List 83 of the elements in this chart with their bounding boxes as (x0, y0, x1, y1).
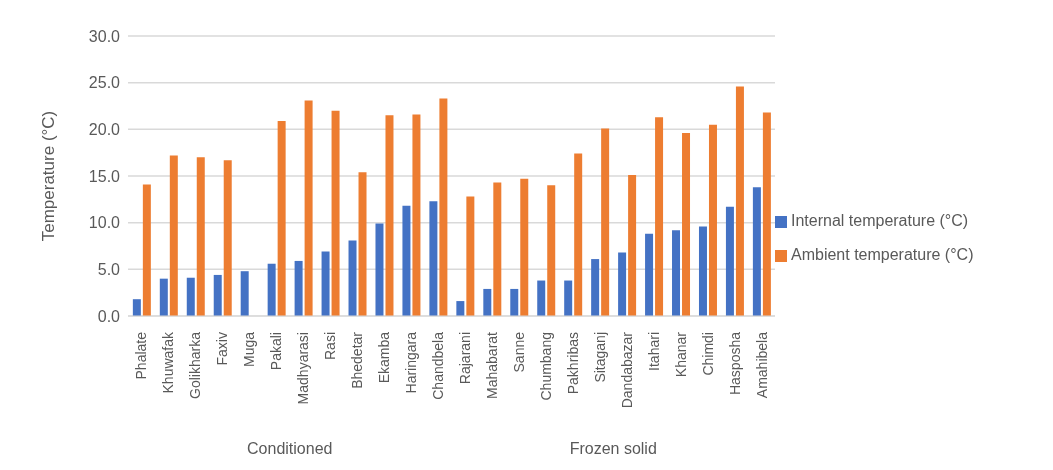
bar (240, 271, 249, 316)
bar (186, 277, 195, 316)
y-tick-label: 15.0 (88, 167, 121, 185)
bar (456, 301, 465, 316)
bar (466, 196, 475, 316)
bar (591, 259, 600, 316)
x-tick-label: Pakali (268, 332, 285, 371)
bar (294, 260, 303, 316)
x-tick-label: Pakhribas (564, 332, 581, 395)
bar (574, 153, 583, 316)
bar (752, 187, 761, 316)
x-tick-label: Phalate (133, 331, 150, 380)
legend-label: Ambient temperature (°C) (791, 246, 974, 263)
x-tick-label: Chumbang (537, 332, 554, 401)
x-tick-label: Ekamba (376, 331, 393, 384)
x-tick-label: Rajarani (456, 332, 473, 385)
bar (348, 240, 357, 316)
bar (601, 128, 610, 316)
y-axis-title: Temperature (°C) (39, 110, 59, 242)
x-tick-label: Faxiv (214, 332, 231, 366)
bar (628, 175, 637, 316)
bar (645, 233, 654, 316)
bar (510, 288, 519, 316)
bar (169, 155, 178, 316)
text: Conditioned (246, 440, 334, 458)
bar (618, 252, 627, 316)
text: Frozen solid (568, 440, 658, 458)
bar (682, 133, 691, 316)
x-tick-label: Khanar (672, 331, 689, 378)
bar (698, 226, 707, 316)
y-tick-label: 5.0 (97, 261, 121, 279)
bar (483, 288, 492, 316)
bar (564, 280, 573, 316)
bar (321, 251, 330, 316)
bar (439, 98, 448, 316)
bar (132, 299, 141, 316)
bar (159, 278, 168, 316)
bar (708, 124, 717, 316)
y-tick-label: 20.0 (88, 121, 121, 139)
bar (223, 160, 232, 316)
bar (520, 178, 529, 316)
bar (735, 86, 744, 316)
bar (267, 263, 276, 316)
bar (725, 206, 734, 316)
y-tick-label: 10.0 (88, 214, 121, 232)
bar (375, 223, 384, 316)
x-tick-label: Sanne (510, 331, 527, 373)
x-tick-label: Hasposha (726, 331, 743, 396)
x-tick-label: Rasi (322, 332, 339, 361)
bar (331, 110, 340, 316)
bar (402, 205, 411, 316)
y-tick-label: 0.0 (97, 307, 121, 325)
x-tick-label: Khuwafak (160, 331, 177, 394)
x-tick-label: Madhyarasi (295, 332, 312, 405)
bar (655, 117, 664, 316)
bar (385, 115, 394, 316)
bar (358, 172, 367, 316)
x-tick-label: Amahibela (753, 331, 770, 399)
x-tick-label: Bhedetar (349, 331, 366, 389)
bar (196, 157, 205, 316)
bar (429, 201, 438, 316)
bar (537, 280, 546, 316)
x-tick-label: Haringara (403, 331, 420, 394)
bar (412, 114, 421, 316)
bar (277, 120, 286, 316)
bar (213, 274, 222, 316)
bar (672, 230, 681, 316)
x-tick-label: Itahari (645, 332, 662, 371)
y-tick-label: 25.0 (88, 74, 121, 92)
x-tick-label: Dandabazar (618, 331, 635, 409)
bar (762, 112, 771, 316)
x-tick-label: Golikharka (187, 331, 204, 399)
bar (304, 100, 313, 316)
bar (142, 184, 151, 316)
bar (547, 185, 556, 316)
x-tick-label: Chandbela (430, 331, 447, 400)
y-tick-label: 30.0 (88, 27, 121, 45)
x-tick-label: Chimdi (699, 332, 716, 376)
bar (493, 182, 502, 316)
legend-label: Internal temperature (°C) (791, 212, 969, 229)
x-tick-label: Sitaganj (591, 332, 608, 383)
x-tick-label: Mahabarat (483, 331, 500, 399)
x-tick-label: Muga (241, 331, 258, 368)
